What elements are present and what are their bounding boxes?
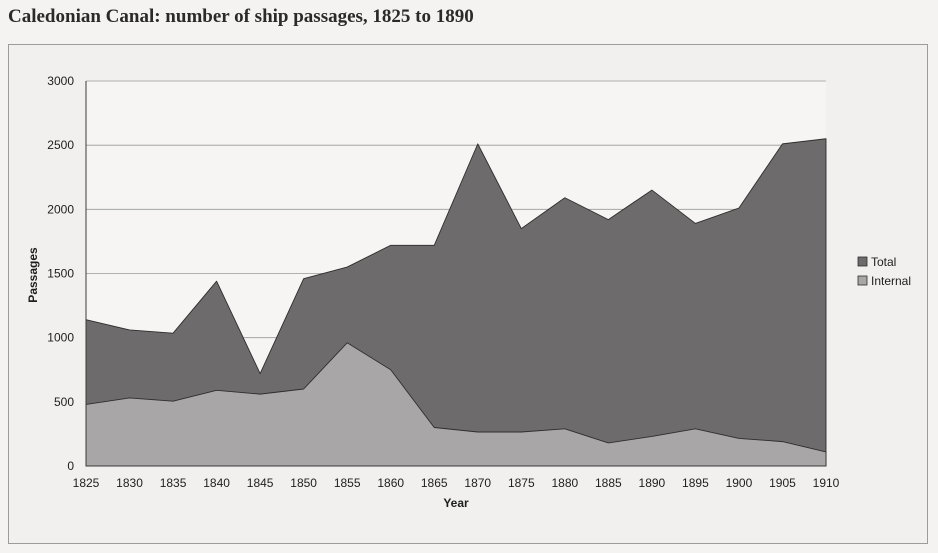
x-tick-label-1895: 1895 [682,476,709,490]
x-tick-label-1830: 1830 [116,476,143,490]
y-tick-label-3000: 3000 [47,74,74,88]
legend-swatch-total [857,256,868,267]
legend: Total Internal [857,255,911,288]
x-tick-label-1840: 1840 [203,476,230,490]
y-tick-label-2500: 2500 [47,138,74,152]
y-tick-label-2000: 2000 [47,202,74,216]
series-area-total [85,138,827,467]
x-tick-label-1825: 1825 [73,476,100,490]
x-tick-label-1905: 1905 [769,476,796,490]
y-axis-title: Passages [26,247,40,303]
legend-swatch-internal [857,275,868,286]
series-areas [85,138,827,467]
x-tick-labels: 1825 1830 1835 1840 1845 1850 1855 1860 1865 1870… [73,476,840,490]
axes [85,81,826,467]
page-title: Caledonian Canal: number of ship passage… [8,6,474,27]
y-tick-label-0: 0 [67,459,74,473]
x-tick-label-1890: 1890 [639,476,666,490]
x-tick-label-1900: 1900 [726,476,753,490]
x-tick-label-1850: 1850 [290,476,317,490]
x-tick-label-1860: 1860 [377,476,404,490]
y-tick-label-1500: 1500 [47,267,74,281]
x-tick-label-1875: 1875 [508,476,535,490]
x-tick-label-1880: 1880 [551,476,578,490]
x-tick-label-1845: 1845 [247,476,274,490]
x-tick-label-1865: 1865 [421,476,448,490]
legend-label-total: Total [871,255,896,269]
legend-label-internal: Internal [871,274,911,288]
y-tick-label-500: 500 [54,395,74,409]
x-tick-label-1870: 1870 [464,476,491,490]
x-tick-label-1885: 1885 [595,476,622,490]
x-tick-label-1835: 1835 [160,476,187,490]
x-tick-label-1855: 1855 [334,476,361,490]
y-tick-labels: 0 500 1000 1500 2000 2500 3000 [47,74,74,473]
x-axis-title: Year [443,496,469,510]
x-tick-label-1910: 1910 [813,476,840,490]
y-tick-label-1000: 1000 [47,331,74,345]
series-area-internal [85,342,827,467]
